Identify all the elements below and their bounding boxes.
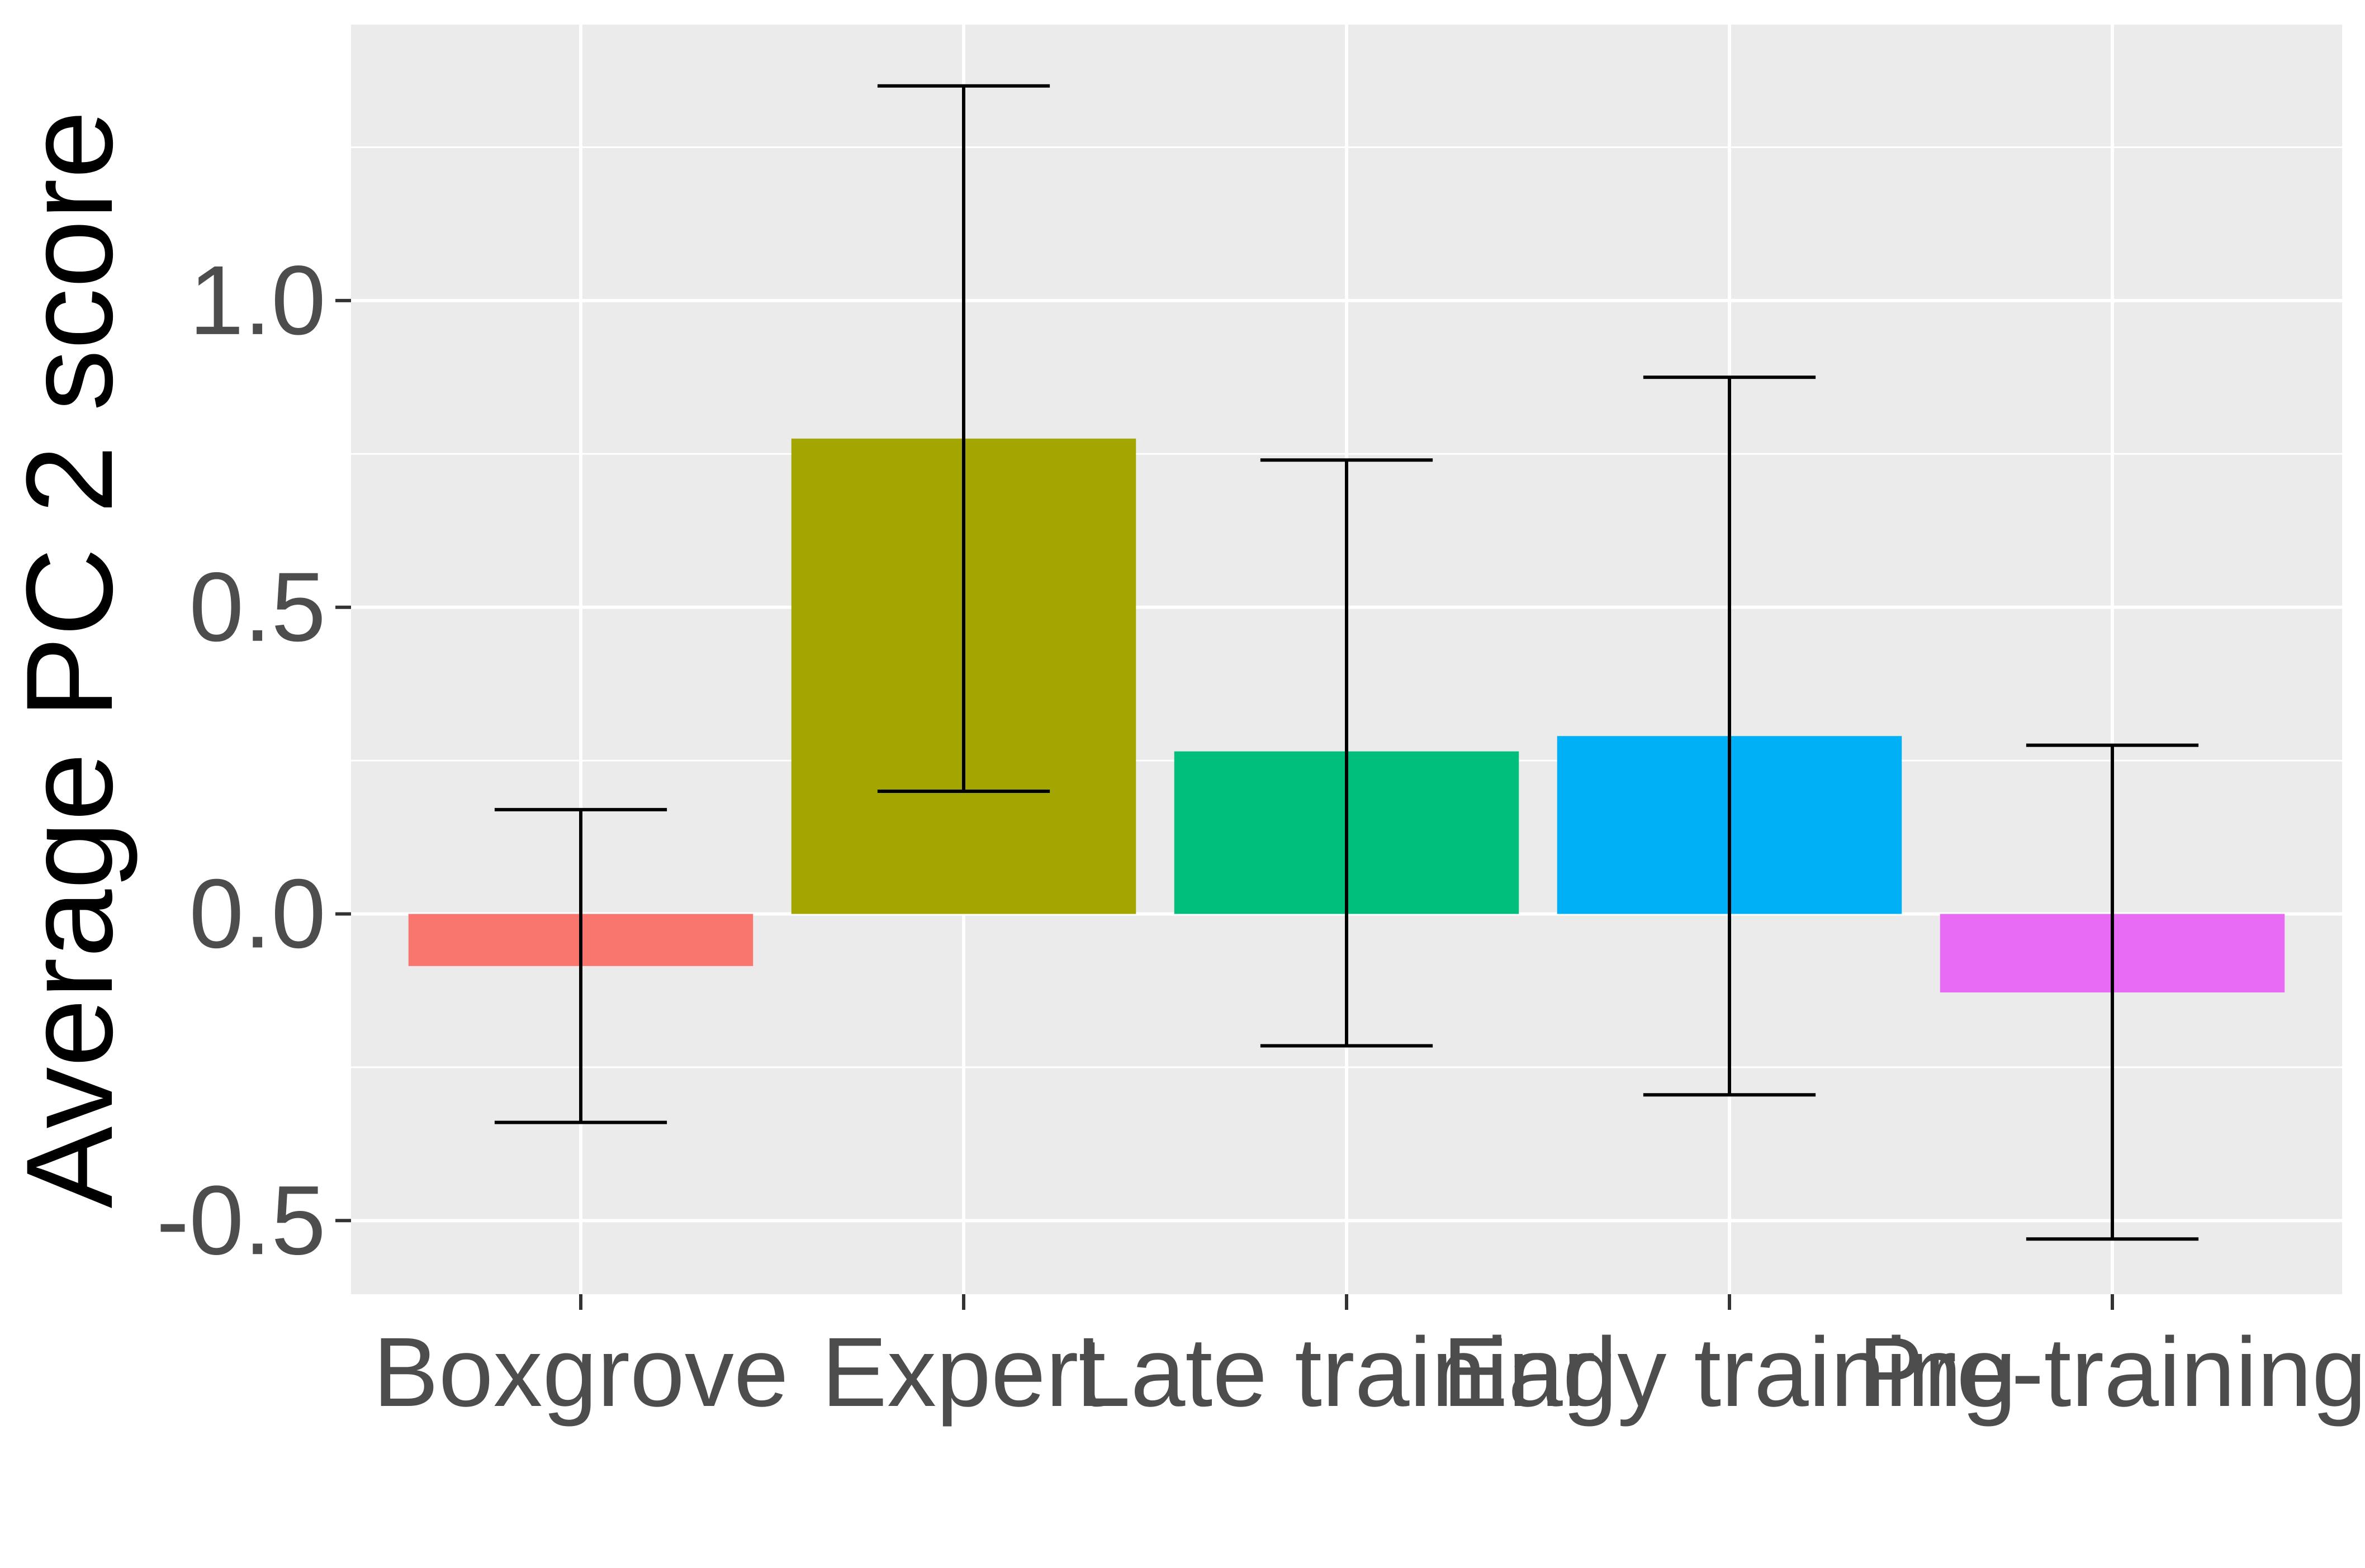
y-tick-label: 0.5: [189, 553, 326, 662]
x-tick-label: Early training: [1442, 1318, 2016, 1427]
y-axis: -0.5 0.0 0.5 1.0: [157, 246, 351, 1275]
y-tick-label: 1.0: [189, 246, 326, 355]
x-tick-label: Pre-training: [1858, 1318, 2365, 1427]
x-tick-label: Expert: [822, 1318, 1106, 1427]
x-tick-label: Boxgrove: [373, 1318, 789, 1427]
y-axis-title: Average PC 2 score: [1, 111, 138, 1209]
y-tick-label: 0.0: [189, 859, 326, 968]
y-tick-label: -0.5: [157, 1166, 326, 1275]
error-bars: [494, 84, 2199, 1241]
x-tick-label: Late training: [1076, 1318, 1618, 1427]
